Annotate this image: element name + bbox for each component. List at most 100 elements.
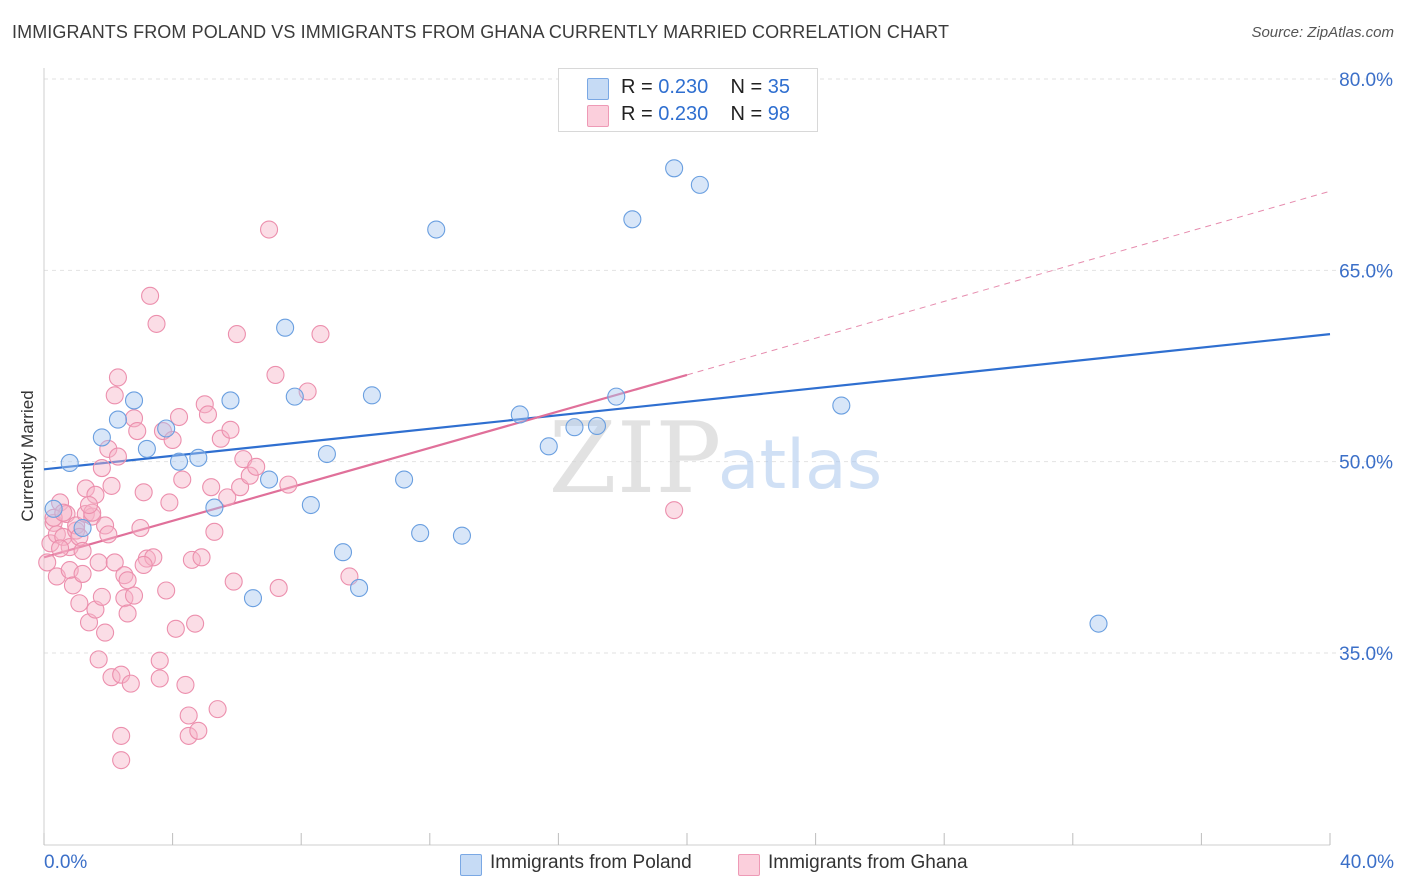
point-ghana (96, 623, 115, 642)
point-poland (285, 387, 304, 406)
point-ghana (134, 555, 153, 575)
point-ghana (38, 553, 57, 572)
point-ghana (118, 604, 137, 623)
chart-title: IMMIGRANTS FROM POLAND VS IMMIGRANTS FRO… (12, 22, 950, 42)
point-ghana (173, 470, 192, 489)
point-ghana (144, 548, 163, 567)
watermark-zip: ZIP (549, 402, 722, 516)
x-tick-label-max: 40.0% (1340, 852, 1394, 873)
point-ghana (141, 286, 160, 305)
point-poland (124, 391, 144, 410)
point-ghana (79, 495, 99, 515)
legend-n-value-ghana: 98 (767, 103, 791, 125)
point-poland (108, 410, 127, 429)
legend-r-label: R = (621, 76, 659, 98)
grid-lines (44, 78, 1393, 654)
point-ghana (195, 395, 214, 414)
point-poland (60, 453, 79, 472)
point-ghana (150, 669, 169, 688)
point-ghana (128, 422, 147, 441)
point-ghana (311, 325, 330, 344)
point-poland (350, 578, 369, 597)
point-poland (301, 495, 320, 515)
point-ghana (73, 564, 92, 583)
point-poland (92, 428, 111, 447)
point-ghana (131, 518, 150, 538)
legend-swatch-ghana (587, 105, 609, 127)
point-poland (395, 470, 414, 489)
watermark-atlas: atlas (718, 426, 882, 505)
trendline-ghana-extension (686, 190, 1331, 376)
point-poland (690, 175, 709, 194)
point-poland (411, 524, 430, 543)
point-ghana (86, 485, 105, 504)
point-ghana (163, 430, 182, 450)
point-ghana (179, 706, 198, 725)
legend-stats: R = 0.230 N = 35 R = 0.230 N = 98 (558, 68, 818, 132)
point-ghana (112, 726, 131, 745)
point-ghana (208, 700, 227, 719)
point-poland (832, 396, 851, 415)
point-ghana (118, 571, 137, 590)
legend-swatch-ghana (738, 854, 760, 876)
point-ghana (665, 501, 684, 520)
point-poland (333, 543, 353, 562)
axes (43, 68, 1331, 846)
point-poland (243, 589, 263, 608)
point-ghana (51, 539, 70, 558)
point-poland (623, 210, 642, 229)
point-poland (221, 391, 240, 410)
point-ghana (108, 447, 127, 466)
legend-n-label: N = (730, 76, 768, 98)
point-ghana (169, 407, 189, 427)
point-poland (1089, 614, 1108, 633)
point-ghana (108, 368, 127, 387)
point-ghana (205, 522, 224, 541)
point-ghana (166, 619, 185, 638)
point-ghana (70, 594, 89, 613)
point-ghana (259, 220, 279, 239)
point-ghana (150, 651, 169, 670)
point-ghana (92, 587, 111, 606)
point-poland (157, 419, 176, 438)
point-ghana (92, 458, 111, 478)
point-ghana (124, 586, 144, 605)
point-poland (137, 439, 156, 458)
series-poland-points (44, 159, 1108, 633)
point-ghana (115, 566, 134, 585)
point-ghana (121, 674, 140, 693)
legend-swatch-poland (587, 78, 609, 100)
point-poland (276, 318, 295, 337)
point-ghana (73, 541, 92, 561)
point-poland (259, 470, 279, 489)
legend-r-label: R = (621, 103, 659, 125)
trendline-poland (43, 333, 1331, 471)
point-ghana (176, 675, 195, 694)
point-ghana (89, 650, 108, 669)
point-ghana (102, 476, 121, 495)
point-ghana (160, 493, 179, 512)
point-poland (607, 387, 626, 406)
series-ghana-points (38, 220, 684, 770)
point-ghana (247, 457, 266, 476)
trendline-ghana (43, 373, 688, 559)
y-axis-label: Currently Married (18, 390, 37, 522)
point-poland (317, 444, 336, 464)
point-ghana (189, 721, 208, 740)
trend-lines (43, 190, 1331, 559)
point-ghana (186, 614, 205, 633)
point-ghana (202, 478, 221, 497)
point-ghana (51, 493, 70, 512)
y-tick-labels: 35.0% 50.0% 65.0% 80.0% (1339, 70, 1393, 665)
point-poland (565, 418, 584, 437)
point-ghana (240, 466, 259, 485)
legend-swatch-poland (460, 854, 482, 876)
point-poland (169, 452, 189, 471)
point-ghana (54, 503, 73, 522)
point-poland (73, 518, 92, 538)
point-ghana (134, 483, 153, 502)
x-tick-label-min: 0.0% (44, 852, 88, 873)
legend-r-value-poland: 0.230 (658, 76, 709, 98)
point-ghana (112, 751, 131, 770)
point-ghana (99, 525, 118, 544)
